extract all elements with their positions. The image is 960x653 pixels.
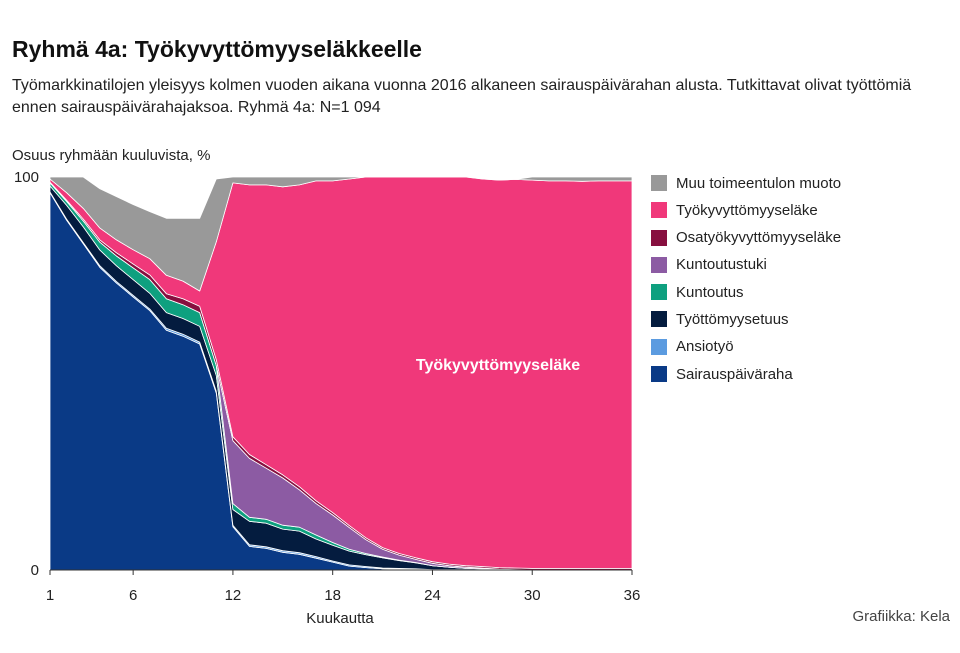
y-ticks: 0 100 [14, 169, 39, 579]
legend-label: Kuntoutustuki [676, 256, 767, 274]
legend-item: Sairauspäiväraha [651, 365, 841, 383]
area-muu-toimeentulon-muoto [49, 176, 633, 292]
x-axis-label: Kuukautta [306, 610, 374, 627]
legend-item: Työttömyysetuus [651, 310, 841, 328]
legend-swatch [651, 256, 667, 273]
legend-label: Muu toimeentulon muoto [676, 174, 842, 192]
legend-label: Sairauspäiväraha [676, 365, 793, 383]
legend-label: Osatyökyvyttömyyseläke [676, 229, 842, 247]
x-tick-label: 18 [324, 587, 341, 604]
legend-swatch [651, 311, 667, 328]
x-tick-label: 24 [424, 587, 441, 604]
legend-item: Osatyökyvyttömyyseläke [651, 229, 841, 247]
area-annotation: Työkyvyttömyyseläke [416, 357, 580, 374]
x-tick-label: 30 [524, 587, 541, 604]
legend-item: Muu toimeentulon muoto [651, 174, 841, 192]
legend-swatch [651, 284, 667, 301]
x-tick-label: 36 [624, 587, 641, 604]
y-tick-label: 0 [31, 562, 39, 579]
y-axis-label: Osuus ryhmään kuuluvista, % [12, 147, 210, 164]
legend-swatch [651, 229, 667, 246]
credit-text: Grafiikka: Kela [852, 608, 950, 625]
legend-swatch [651, 338, 667, 355]
legend-swatch [651, 202, 667, 219]
legend-label: Työttömyysetuus [676, 310, 789, 328]
chart-subtitle: Työmarkkinatilojen yleisyys kolmen vuode… [12, 77, 912, 116]
legend-item: Kuntoutustuki [651, 256, 841, 274]
legend-swatch [651, 175, 667, 191]
x-ticks: 1 6 12 18 24 30 36 [46, 569, 641, 604]
chart-title: Ryhmä 4a: Työkyvyttömyyseläkkeelle [12, 36, 422, 62]
y-tick-label: 100 [14, 169, 39, 186]
legend-label: Työkyvyttömyyseläke [676, 201, 818, 219]
legend-label: Kuntoutus [676, 283, 744, 301]
x-tick-label: 12 [225, 587, 242, 604]
x-tick-label: 6 [129, 587, 137, 604]
legend-item: Kuntoutus [651, 283, 841, 301]
legend: Muu toimeentulon muoto Työkyvyttömyyseläk… [651, 174, 841, 392]
legend-swatch [651, 366, 667, 383]
legend-item: Työkyvyttömyyseläke [651, 201, 841, 219]
legend-label: Ansiotyö [676, 338, 734, 356]
x-tick-label: 1 [46, 587, 54, 604]
legend-item: Ansiotyö [651, 338, 841, 356]
